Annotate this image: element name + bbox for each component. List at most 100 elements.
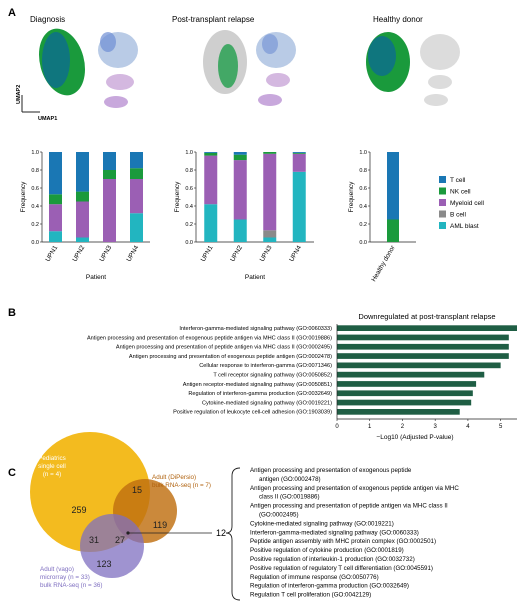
pathway-item: Interferon-gamma-mediated signaling path… <box>250 529 419 536</box>
pathway-item: Antigen processing and presentation of p… <box>250 503 448 510</box>
shared-pathway-list: Antigen processing and presentation of e… <box>225 467 459 601</box>
pathway-item: Regulation of immune response (GO:005077… <box>250 574 379 581</box>
go-bar <box>337 362 501 369</box>
legend-label: T cell <box>450 177 466 184</box>
relapse-bar-t-cell <box>233 152 247 155</box>
go-term-label: Cytokine-mediated signaling pathway (GO:… <box>202 400 332 406</box>
diagnosis-bar-myeloid-cell <box>76 201 89 238</box>
go-bar <box>337 399 472 406</box>
venn-count-all-three: 27 <box>115 535 125 545</box>
go-bar <box>337 325 517 331</box>
venn-count-pediatrics-dipersio: 15 <box>132 485 142 495</box>
go-term-label: Antigen processing and presentation of e… <box>129 354 332 360</box>
relapse-x-label: Patient <box>245 274 265 281</box>
venn-count-dipersio-only: 119 <box>153 520 167 530</box>
healthy-y-label: Frequency <box>348 181 355 212</box>
relapse-bar-t-cell <box>204 152 218 153</box>
diagnosis-bar-t-cell <box>49 152 62 195</box>
diagnosis-y-tick-label: 0.6 <box>31 186 39 192</box>
go-x-tick-label: 5 <box>499 424 503 430</box>
pathway-item: Antigen processing and presentation of e… <box>250 485 459 492</box>
go-bar <box>337 390 473 397</box>
healthy-bar-nk-cell <box>387 219 399 242</box>
umap-axes-1: UMAP1 UMAP2 <box>16 85 57 122</box>
relapse-y-tick-label: 0.8 <box>185 168 193 174</box>
relapse-x-tick-label: UPN2 <box>229 244 244 263</box>
go-bar <box>337 409 460 415</box>
relapse-bar-myeloid-cell <box>292 153 306 172</box>
umap-relapse <box>203 30 296 106</box>
diagnosis-bar-t-cell <box>76 152 89 192</box>
healthy-y-tick-label: 0.0 <box>359 240 367 246</box>
pathway-item: antigen (GO:0002478) <box>259 476 321 483</box>
diagnosis-y-tick-label: 0.0 <box>31 240 39 246</box>
diagnosis-bar-nk-cell <box>49 194 62 205</box>
go-bar <box>337 343 509 350</box>
healthy-y-tick-label: 0.2 <box>359 222 367 228</box>
umap-title-relapse: Post-transplant relapse <box>172 15 255 24</box>
umap-title-diagnosis: Diagnosis <box>30 15 65 24</box>
legend-label: AML blast <box>450 223 479 230</box>
relapse-bar-myeloid-cell <box>204 155 218 205</box>
go-term-label: Positive regulation of leukocyte cell-ce… <box>173 410 332 416</box>
diagnosis-bar-nk-cell <box>76 191 89 202</box>
go-bar <box>337 353 509 359</box>
diagnosis-y-tick-label: 1.0 <box>31 150 39 156</box>
relapse-bar-aml-blast <box>292 171 306 242</box>
diagnosis-x-tick-label: UPN3 <box>98 244 113 263</box>
legend-swatch <box>439 176 446 183</box>
diagnosis-y-tick-label: 0.8 <box>31 168 39 174</box>
stacked-bar-chart-diagnosis: 0.0 0.2 0.4 0.6 0.8 1.0 Frequency UPN1 UPN2 UPN3 U… <box>20 150 150 281</box>
venn-label-vago: bulk RNA-seq (n = 36) <box>40 582 102 589</box>
go-x-tick-label: 2 <box>401 424 405 430</box>
relapse-bar-aml-blast <box>263 237 277 242</box>
pathway-item: Positive regulation of interleukin-1 pro… <box>250 556 415 563</box>
pathway-item: Peptide antigen assembly with MHC protei… <box>250 538 436 545</box>
umap-ylabel: UMAP2 <box>16 85 22 104</box>
diagnosis-bar-aml-blast <box>130 213 143 242</box>
healthy-x-tick-label: Healthy donor <box>370 244 397 283</box>
umap-diagnosis <box>38 28 138 108</box>
venn-count-pediatrics-vago: 31 <box>89 535 99 545</box>
relapse-y-tick-label: 0.6 <box>185 186 193 192</box>
go-x-tick-label: 3 <box>434 424 438 430</box>
go-term-label: Antigen processing and presentation of e… <box>87 335 332 341</box>
healthy-y-tick-label: 0.8 <box>359 168 367 174</box>
venn-label-pediatrics: single cell <box>38 463 66 470</box>
relapse-bar-nk-cell <box>263 152 277 154</box>
go-term-label: Interferon-gamma-mediated signaling path… <box>179 326 332 332</box>
diagnosis-x-label: Patient <box>86 274 106 281</box>
stacked-bar-chart-relapse: 0.0 0.2 0.4 0.6 0.8 1.0 Frequency UPN1 UPN2 UPN3 U… <box>174 150 314 281</box>
legend-label: Myeloid cell <box>450 200 485 207</box>
healthy-y-tick-label: 0.4 <box>359 204 367 210</box>
diagnosis-bar-t-cell <box>103 152 116 170</box>
diagnosis-y-tick-label: 0.2 <box>31 222 39 228</box>
legend-swatch <box>439 222 446 229</box>
relapse-bar-aml-blast <box>204 204 218 242</box>
relapse-bar-myeloid-cell <box>263 153 277 231</box>
relapse-y-tick-label: 0.2 <box>185 222 193 228</box>
diagnosis-y-tick-label: 0.4 <box>31 204 39 210</box>
diagnosis-bar-myeloid-cell <box>49 204 62 232</box>
go-bar <box>337 334 509 341</box>
go-x-tick-label: 4 <box>466 424 470 430</box>
stacked-bar-chart-healthy: 0.0 0.2 0.4 0.6 0.8 1.0 Frequency Healthy donor <box>348 150 416 283</box>
pathway-brace <box>225 467 241 601</box>
venn-label-pediatrics: (n = 4) <box>43 471 61 478</box>
relapse-bar-aml-blast <box>233 219 247 242</box>
pathway-item: Regulation T cell proliferation (GO:0042… <box>250 592 371 599</box>
relapse-bar-myeloid-cell <box>233 160 247 220</box>
go-x-tick-label: 1 <box>368 424 372 430</box>
diagnosis-bar-nk-cell <box>103 170 116 179</box>
go-bar <box>337 371 485 378</box>
diagnosis-bar-nk-cell <box>130 168 143 179</box>
panel-c-label: C <box>8 467 16 479</box>
go-term-label: T cell receptor signaling pathway (GO:00… <box>213 373 332 379</box>
diagnosis-x-tick-label: UPN1 <box>44 244 59 263</box>
pathway-item: (GO:0002495) <box>259 512 299 519</box>
go-term-label: Antigen processing and presentation of p… <box>116 345 332 351</box>
legend-label: B cell <box>450 212 466 219</box>
venn-callout-count: 12 <box>216 528 226 538</box>
relapse-y-tick-label: 0.4 <box>185 204 193 210</box>
